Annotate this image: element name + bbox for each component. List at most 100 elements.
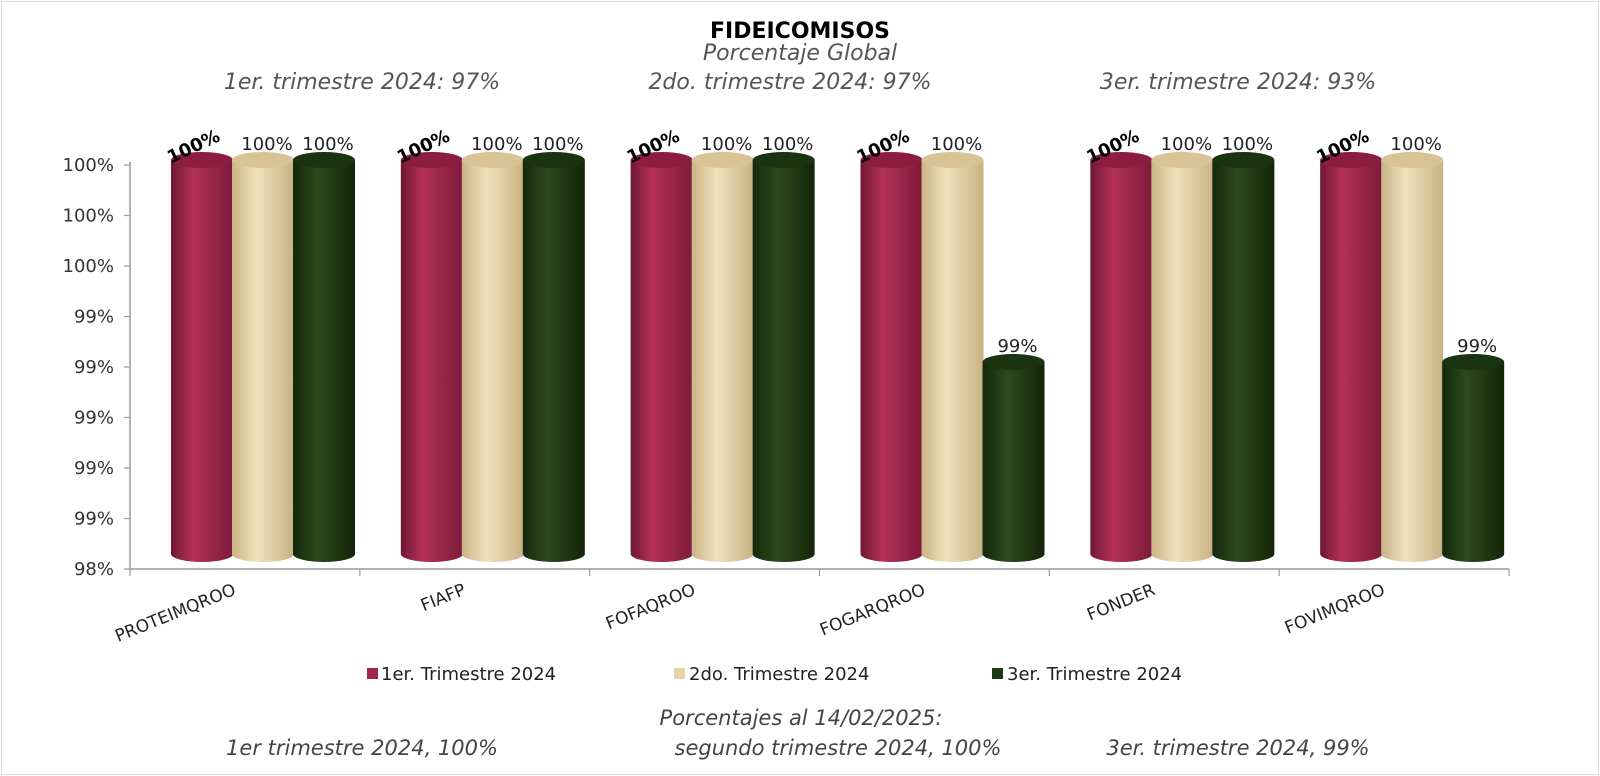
bar xyxy=(1442,354,1505,562)
top-note-1: 1er. trimestre 2024: 97% xyxy=(224,70,500,95)
legend-label-1: 1er. Trimestre 2024 xyxy=(381,664,556,685)
chart-subtitle: Porcentaje Global xyxy=(703,41,897,66)
bar-top xyxy=(232,152,294,168)
bar-body xyxy=(691,160,754,562)
x-tick-label: FONDER xyxy=(1084,580,1158,625)
data-label: 100% xyxy=(241,134,292,155)
top-note-3: 3er. trimestre 2024: 93% xyxy=(1100,70,1376,95)
bar-body xyxy=(630,160,693,562)
y-axis: 98% 99% 99% 99% 99% 99% 100% 100% 100% xyxy=(63,155,130,580)
bar xyxy=(630,152,693,562)
bar xyxy=(860,152,923,562)
bar-top xyxy=(522,152,585,168)
bar-top xyxy=(921,152,984,168)
bar-top xyxy=(1151,152,1214,168)
bar xyxy=(691,152,754,562)
x-tick-label: FIAFP xyxy=(418,580,469,616)
bar-top xyxy=(293,152,355,168)
bar-top xyxy=(1442,354,1505,370)
bar xyxy=(171,152,233,562)
y-tick-label: 98% xyxy=(74,559,114,580)
legend-label-3: 3er. Trimestre 2024 xyxy=(1007,664,1182,685)
x-axis: PROTEIMQROO FIAFP FOFAQROO FOGARQROO FONDER F… xyxy=(112,569,1510,647)
bar-top xyxy=(171,152,233,168)
bar-body xyxy=(982,362,1045,562)
bar-top xyxy=(1320,152,1383,168)
legend-label-2: 2do. Trimestre 2024 xyxy=(689,664,869,685)
bar-top xyxy=(691,152,754,168)
bar xyxy=(293,152,355,562)
y-tick-label: 99% xyxy=(74,307,114,328)
bar xyxy=(1151,152,1214,562)
bar-body xyxy=(1442,362,1505,562)
y-tick-label: 99% xyxy=(74,408,114,429)
bar-top xyxy=(461,152,524,168)
bar-body xyxy=(921,160,984,562)
bar xyxy=(1212,152,1275,562)
bar-body xyxy=(1151,160,1214,562)
bar xyxy=(1381,152,1444,562)
y-tick-label: 99% xyxy=(74,458,114,479)
bar-top xyxy=(1212,152,1275,168)
bar xyxy=(232,152,294,562)
footer-note-2: segundo trimestre 2024, 100% xyxy=(675,736,1002,760)
bar-top xyxy=(752,152,815,168)
data-label: 100% xyxy=(931,134,982,155)
bar-top xyxy=(1381,152,1444,168)
bar xyxy=(1320,152,1383,562)
bar-body xyxy=(1381,160,1444,562)
bar-body xyxy=(1320,160,1383,562)
legend: 1er. Trimestre 2024 2do. Trimestre 2024 … xyxy=(367,664,1182,685)
bar xyxy=(461,152,524,562)
y-tick-label: 100% xyxy=(63,155,114,176)
bar-body xyxy=(232,160,294,562)
bar-top xyxy=(1090,152,1153,168)
data-label: 100% xyxy=(302,134,353,155)
data-label: 100% xyxy=(532,134,583,155)
y-tick-label: 99% xyxy=(74,357,114,378)
data-label: 100% xyxy=(1390,134,1441,155)
bar-body xyxy=(1212,160,1275,562)
bar-body xyxy=(293,160,355,562)
data-labels: 100% 100% 100% 100% 100% 100% 100% 100% 100% 100%… xyxy=(164,126,1497,357)
y-tick-label: 100% xyxy=(63,206,114,227)
legend-swatch-3 xyxy=(992,668,1003,679)
footer-note-3: 3er. trimestre 2024, 99% xyxy=(1106,736,1369,760)
bar-top xyxy=(630,152,693,168)
bar-top xyxy=(860,152,923,168)
bar xyxy=(752,152,815,562)
data-label: 99% xyxy=(1457,336,1497,357)
bar-body xyxy=(522,160,585,562)
bar-top xyxy=(400,152,463,168)
bar xyxy=(400,152,463,562)
y-tick-label: 100% xyxy=(63,256,114,277)
footer-line-1: Porcentajes al 14/02/2025: xyxy=(660,706,943,730)
bar xyxy=(921,152,984,562)
bar-top xyxy=(982,354,1045,370)
bar xyxy=(522,152,585,562)
bar-body xyxy=(860,160,923,562)
bar-body xyxy=(171,160,233,562)
bars xyxy=(171,152,1505,562)
footer-note-1: 1er trimestre 2024, 100% xyxy=(226,736,498,760)
data-label: 100% xyxy=(1222,134,1273,155)
bar-body xyxy=(1090,160,1153,562)
legend-swatch-1 xyxy=(367,668,378,679)
data-label: 100% xyxy=(762,134,813,155)
x-tick-label: FOGARQROO xyxy=(817,580,928,640)
data-label: 100% xyxy=(701,134,752,155)
x-tick-label: FOVIMQROO xyxy=(1282,580,1388,638)
x-tick-label: PROTEIMQROO xyxy=(112,580,238,647)
data-label: 100% xyxy=(1161,134,1212,155)
bar-body xyxy=(461,160,524,562)
bar-body xyxy=(752,160,815,562)
chart-title: FIDEICOMISOS xyxy=(710,19,890,44)
top-note-2: 2do. trimestre 2024: 97% xyxy=(648,70,931,95)
y-tick-label: 99% xyxy=(74,509,114,530)
bar xyxy=(1090,152,1153,562)
bar xyxy=(982,354,1045,562)
data-label: 100% xyxy=(471,134,522,155)
bar-body xyxy=(400,160,463,562)
legend-swatch-2 xyxy=(674,668,685,679)
